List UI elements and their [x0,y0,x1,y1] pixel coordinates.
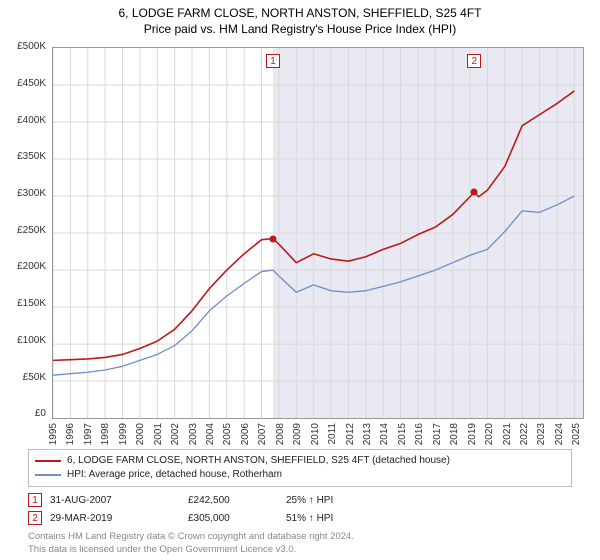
x-tick-label: 2019 [467,423,478,445]
sale-pct: 25% ↑ HPI [286,495,366,506]
y-tick-label: £300K [10,188,46,199]
x-tick-label: 2017 [432,423,443,445]
x-tick-label: 1996 [65,423,76,445]
x-tick-label: 1995 [48,423,59,445]
sale-point-marker [471,189,478,196]
footnote: Contains HM Land Registry data © Crown c… [28,531,572,556]
sales-row: 1 31-AUG-2007 £242,500 25% ↑ HPI [28,491,572,509]
x-tick-label: 2004 [205,423,216,445]
y-tick-label: £400K [10,115,46,126]
x-tick-label: 1997 [83,423,94,445]
legend-label: 6, LODGE FARM CLOSE, NORTH ANSTON, SHEFF… [67,454,450,468]
chart-subtitle: Price paid vs. HM Land Registry's House … [10,22,590,38]
x-tick-label: 2008 [275,423,286,445]
y-tick-label: £200K [10,261,46,272]
x-tick-label: 2007 [257,423,268,445]
y-tick-label: £450K [10,78,46,89]
chart-title: 6, LODGE FARM CLOSE, NORTH ANSTON, SHEFF… [10,6,590,22]
y-tick-label: £500K [10,41,46,52]
x-tick-label: 2005 [222,423,233,445]
sale-point-marker [269,235,276,242]
sale-date: 31-AUG-2007 [50,495,180,506]
plot-area: 12 [52,47,584,419]
legend-label: HPI: Average price, detached house, Roth… [67,468,282,482]
chart-svg [53,48,583,418]
sale-date: 29-MAR-2019 [50,513,180,524]
y-tick-label: £0 [10,408,46,419]
x-tick-label: 2011 [327,423,338,445]
sale-pct: 51% ↑ HPI [286,513,366,524]
x-tick-label: 1999 [118,423,129,445]
x-tick-label: 2021 [502,423,513,445]
x-tick-label: 1998 [100,423,111,445]
x-tick-label: 2015 [397,423,408,445]
sale-price: £305,000 [188,513,278,524]
legend-swatch [35,474,61,476]
sale-marker-box: 1 [266,54,280,68]
x-tick-label: 2013 [362,423,373,445]
x-tick-label: 2000 [135,423,146,445]
y-tick-label: £250K [10,225,46,236]
x-tick-label: 2025 [571,423,582,445]
x-tick-label: 2016 [414,423,425,445]
sale-marker-icon: 1 [28,493,42,507]
y-tick-label: £100K [10,335,46,346]
chart-legend: 6, LODGE FARM CLOSE, NORTH ANSTON, SHEFF… [28,449,572,487]
x-tick-label: 2023 [536,423,547,445]
y-tick-label: £350K [10,151,46,162]
y-tick-label: £150K [10,298,46,309]
y-axis-labels: £0 £50K £100K £150K £200K £250K £300K £350K £400… [10,41,50,419]
x-tick-label: 2009 [292,423,303,445]
x-tick-label: 2020 [484,423,495,445]
x-tick-label: 2024 [554,423,565,445]
legend-swatch [35,460,61,462]
x-tick-label: 2014 [379,423,390,445]
sales-table: 1 31-AUG-2007 £242,500 25% ↑ HPI 2 29-MA… [28,491,572,527]
x-tick-label: 2018 [449,423,460,445]
legend-row: 6, LODGE FARM CLOSE, NORTH ANSTON, SHEFF… [35,454,565,468]
sale-marker-icon: 2 [28,511,42,525]
x-tick-label: 2022 [519,423,530,445]
y-tick-label: £50K [10,372,46,383]
chart-titles: 6, LODGE FARM CLOSE, NORTH ANSTON, SHEFF… [10,6,590,37]
legend-row: HPI: Average price, detached house, Roth… [35,468,565,482]
sale-marker-box: 2 [467,54,481,68]
x-tick-label: 2003 [188,423,199,445]
footnote-line: Contains HM Land Registry data © Crown c… [28,531,572,543]
footnote-line: This data is licensed under the Open Gov… [28,544,572,556]
sales-row: 2 29-MAR-2019 £305,000 51% ↑ HPI [28,509,572,527]
chart-area: £0 £50K £100K £150K £200K £250K £300K £350K £400… [10,41,590,443]
x-tick-label: 2012 [345,423,356,445]
x-tick-label: 2002 [170,423,181,445]
x-tick-label: 2006 [240,423,251,445]
x-axis-labels: 1995199619971998199920002001200220032004… [52,421,584,443]
x-tick-label: 2010 [310,423,321,445]
sale-price: £242,500 [188,495,278,506]
x-tick-label: 2001 [153,423,164,445]
